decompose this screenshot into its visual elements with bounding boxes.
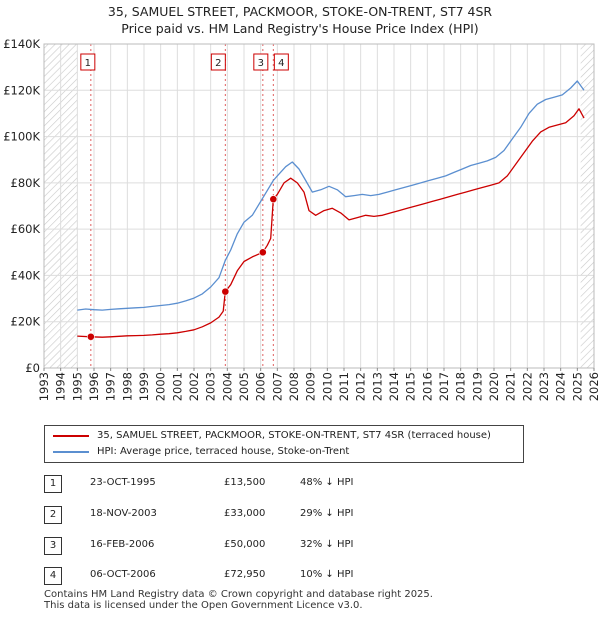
x-tick-label: 2008 bbox=[287, 372, 301, 401]
sale-row-4: 4 06-OCT-2006 £72,950 10% ↓ HPI bbox=[44, 567, 464, 587]
sale-point-4 bbox=[269, 195, 278, 204]
x-tick-label: 2001 bbox=[170, 372, 184, 401]
legend-swatch-property bbox=[53, 435, 89, 437]
x-tick-label: 1998 bbox=[120, 372, 134, 401]
sale-box-frame bbox=[210, 53, 226, 71]
chart-legend: 35, SAMUEL STREET, PACKMOOR, STOKE-ON-TR… bbox=[44, 425, 524, 463]
legend-swatch-hpi bbox=[53, 451, 89, 453]
chart-subtitle: Price paid vs. HM Land Registry's House … bbox=[121, 21, 479, 36]
x-tick-label: 2004 bbox=[220, 372, 234, 401]
x-tick-label: 2026 bbox=[587, 372, 600, 401]
footer-copyright: Contains HM Land Registry data © Crown c… bbox=[44, 589, 433, 600]
sale-row-1: 1 23-OCT-1995 £13,500 48% ↓ HPI bbox=[44, 475, 464, 495]
x-tick-label: 1996 bbox=[87, 372, 101, 401]
y-tick-label: £80K bbox=[11, 176, 41, 190]
sale-point-1 bbox=[86, 332, 95, 341]
x-tick-label: 2018 bbox=[454, 372, 468, 401]
sale-point-3 bbox=[258, 248, 267, 257]
sale-box-number: 2 bbox=[215, 58, 221, 69]
hpi-line bbox=[77, 80, 585, 311]
x-tick-label: 2016 bbox=[420, 372, 434, 401]
x-tick-label: 2003 bbox=[204, 372, 218, 401]
x-tick-label: 2017 bbox=[437, 372, 451, 401]
x-tick-label: 1993 bbox=[37, 372, 51, 401]
sale-number: 3 bbox=[44, 537, 62, 555]
sale-price: £33,000 bbox=[224, 508, 266, 519]
sale-number: 2 bbox=[44, 506, 62, 524]
sale-box-frame bbox=[80, 53, 96, 71]
y-tick-label: £40K bbox=[11, 268, 41, 282]
hatched-region-1 bbox=[580, 44, 594, 368]
x-tick-label: 2021 bbox=[504, 372, 518, 401]
sale-number: 4 bbox=[44, 567, 62, 585]
x-tick-label: 2019 bbox=[470, 372, 484, 401]
sale-box-frame bbox=[253, 53, 269, 71]
x-tick-label: 1995 bbox=[70, 372, 84, 401]
sale-box-number: 3 bbox=[258, 58, 264, 69]
price-chart: 1 2 3 4 £0 £20K £40K £60K £80K £100K £120K £140K 19… bbox=[3, 37, 600, 401]
y-tick-label: £100K bbox=[3, 130, 40, 144]
sale-box-frame bbox=[273, 53, 289, 71]
price-paid-line bbox=[77, 108, 585, 338]
sale-label-box-3: 3 bbox=[253, 53, 269, 71]
y-tick-label: £140K bbox=[3, 37, 40, 51]
y-tick-label: £0 bbox=[25, 361, 40, 375]
plot-frame bbox=[43, 43, 595, 369]
sale-box-number: 1 bbox=[85, 58, 91, 69]
sale-date: 23-OCT-1995 bbox=[90, 477, 156, 488]
footer-licence: This data is licensed under the Open Gov… bbox=[44, 600, 363, 611]
x-tick-label: 2011 bbox=[337, 372, 351, 401]
sale-label-box-4: 4 bbox=[273, 53, 289, 71]
sale-hpi-diff: 32% ↓ HPI bbox=[300, 539, 354, 550]
x-tick-label: 2000 bbox=[154, 372, 168, 401]
x-tick-label: 2014 bbox=[387, 372, 401, 401]
x-tick-label: 1999 bbox=[137, 372, 151, 401]
y-tick-label: £120K bbox=[3, 83, 40, 97]
sale-hpi-diff: 48% ↓ HPI bbox=[300, 477, 354, 488]
x-tick-label: 1997 bbox=[104, 372, 118, 401]
x-tick-label: 1994 bbox=[54, 372, 68, 401]
sale-price: £13,500 bbox=[224, 477, 266, 488]
x-tick-label: 2025 bbox=[570, 372, 584, 401]
x-tick-label: 2006 bbox=[254, 372, 268, 401]
sale-point-2 bbox=[221, 287, 230, 296]
sale-label-box-1: 1 bbox=[80, 53, 96, 71]
legend-label-property: 35, SAMUEL STREET, PACKMOOR, STOKE-ON-TR… bbox=[97, 430, 491, 441]
sale-date: 06-OCT-2006 bbox=[90, 569, 156, 580]
x-tick-label: 2024 bbox=[554, 372, 568, 401]
sale-date: 16-FEB-2006 bbox=[90, 539, 155, 550]
x-tick-label: 2005 bbox=[237, 372, 251, 401]
sale-hpi-diff: 10% ↓ HPI bbox=[300, 569, 354, 580]
x-tick-label: 2013 bbox=[370, 372, 384, 401]
x-tick-label: 2007 bbox=[270, 372, 284, 401]
sale-number: 1 bbox=[44, 475, 62, 493]
sale-box-number: 4 bbox=[278, 58, 284, 69]
sale-price: £50,000 bbox=[224, 539, 266, 550]
y-tick-label: £60K bbox=[11, 222, 41, 236]
sale-hpi-diff: 29% ↓ HPI bbox=[300, 508, 354, 519]
x-tick-label: 2015 bbox=[404, 372, 418, 401]
sale-label-box-2: 2 bbox=[210, 53, 226, 71]
sale-date: 18-NOV-2003 bbox=[90, 508, 157, 519]
x-tick-label: 2012 bbox=[354, 372, 368, 401]
legend-label-hpi: HPI: Average price, terraced house, Stok… bbox=[97, 446, 350, 457]
x-tick-label: 2009 bbox=[304, 372, 318, 401]
sale-row-2: 2 18-NOV-2003 £33,000 29% ↓ HPI bbox=[44, 506, 464, 526]
sale-price: £72,950 bbox=[224, 569, 266, 580]
x-tick-label: 2002 bbox=[187, 372, 201, 401]
x-tick-label: 2020 bbox=[487, 372, 501, 401]
x-tick-label: 2023 bbox=[537, 372, 551, 401]
x-tick-label: 2022 bbox=[520, 372, 534, 401]
y-tick-label: £20K bbox=[11, 315, 41, 329]
chart-title: 35, SAMUEL STREET, PACKMOOR, STOKE-ON-TR… bbox=[107, 4, 493, 19]
x-tick-label: 2010 bbox=[320, 372, 334, 401]
sale-row-3: 3 16-FEB-2006 £50,000 32% ↓ HPI bbox=[44, 537, 464, 557]
